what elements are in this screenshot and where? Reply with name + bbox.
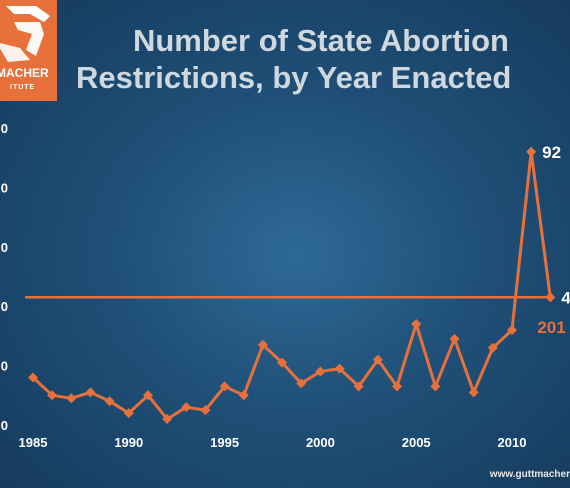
y-tick-label: 0 — [1, 299, 8, 314]
data-point — [47, 390, 58, 401]
annotation-year-label: 201 — [537, 318, 565, 337]
x-tick-label: 2000 — [306, 435, 335, 450]
data-point — [526, 146, 537, 157]
logo-mark-icon — [0, 6, 50, 62]
x-tick-label: 2005 — [402, 435, 431, 450]
data-point — [238, 390, 249, 401]
data-point — [392, 381, 403, 392]
data-point — [315, 366, 326, 377]
chart-title-line1: Number of State Abortion — [132, 23, 509, 58]
data-point — [66, 393, 77, 404]
annotation-peak-value: 92 — [542, 143, 561, 162]
data-point — [449, 333, 460, 344]
data-point — [142, 390, 153, 401]
chart-title-line2: Restrictions, by Year Enacted — [76, 60, 512, 95]
y-tick-label: 0 — [1, 180, 8, 195]
data-point — [468, 387, 479, 398]
data-point — [28, 372, 38, 383]
data-point — [334, 363, 345, 374]
footer-url: www.guttmacher — [489, 469, 570, 480]
series-line — [31, 150, 552, 421]
data-point — [507, 324, 517, 335]
y-tick-label: 0 — [1, 121, 8, 136]
data-point — [219, 381, 230, 392]
data-point — [430, 381, 441, 392]
x-tick-label: 2010 — [498, 435, 527, 450]
data-point — [200, 405, 211, 416]
data-point — [123, 408, 134, 419]
chart-title: Number of State Abortion Restrictions, b… — [72, 22, 570, 96]
guttmacher-logo: MACHER ITUTE — [0, 0, 57, 101]
data-point — [545, 292, 556, 303]
annotation-last-value: 4 — [561, 288, 570, 307]
y-tick-label: 0 — [1, 359, 8, 374]
data-point — [162, 414, 173, 425]
logo-text-line1: MACHER — [0, 66, 49, 80]
data-point — [372, 354, 383, 365]
x-tick-label: 1995 — [210, 435, 239, 450]
data-point — [277, 357, 288, 368]
data-point — [104, 396, 115, 407]
data-point — [296, 378, 307, 389]
data-point — [487, 342, 498, 353]
logo-text-line2: ITUTE — [10, 84, 36, 91]
y-tick-label: 0 — [1, 240, 8, 255]
x-tick-label: 1990 — [114, 435, 143, 450]
data-point — [353, 381, 364, 392]
y-tick-label: 0 — [1, 418, 8, 433]
data-point — [85, 387, 96, 398]
data-point — [257, 339, 268, 350]
data-point — [181, 402, 192, 413]
data-point — [411, 319, 422, 330]
x-tick-label: 1985 — [19, 435, 48, 450]
